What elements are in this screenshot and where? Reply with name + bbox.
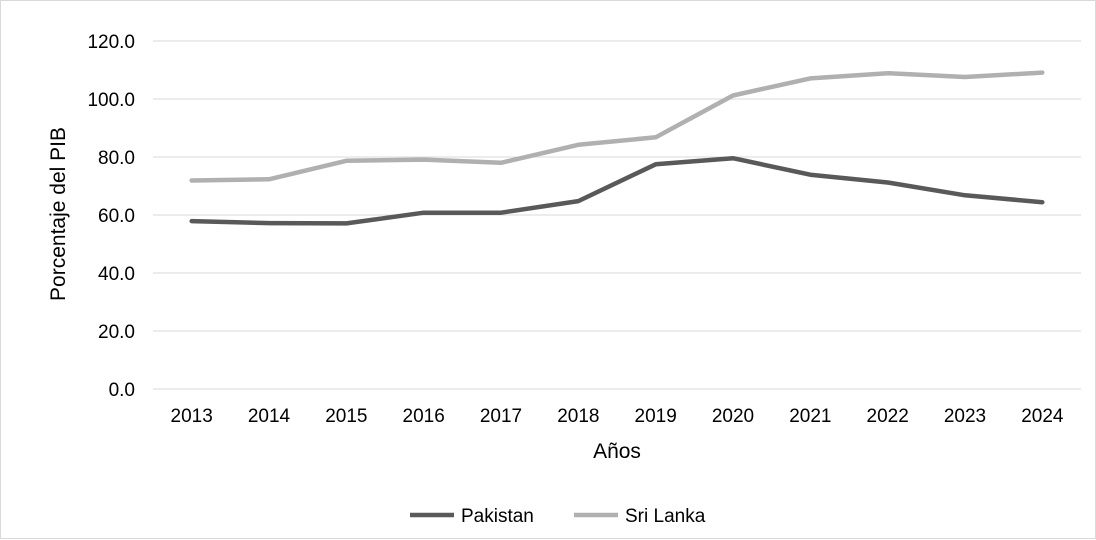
y-tick-label: 120.0 (87, 32, 135, 53)
series-lines (189, 70, 1045, 226)
legend-label: Sri Lanka (625, 506, 706, 527)
y-tick-label: 20.0 (98, 322, 135, 343)
x-tick-label: 2014 (248, 406, 291, 427)
x-tick-label: 2020 (712, 406, 754, 427)
y-tick-label: 0.0 (109, 380, 135, 401)
x-tick-label: 2018 (557, 406, 599, 427)
x-axis-ticks: 2013 2014 2015 2016 2017 2018 2019 2020 2021 2022… (171, 406, 1064, 427)
x-tick-label: 2023 (944, 406, 986, 427)
y-tick-label: 100.0 (87, 90, 135, 111)
y-axis-ticks: 0.0 20.0 40.0 60.0 80.0 100.0 120.0 (87, 32, 135, 401)
legend: Pakistan Sri Lanka (410, 506, 706, 527)
x-tick-label: 2017 (480, 406, 522, 427)
x-tick-label: 2022 (867, 406, 909, 427)
x-tick-label: 2024 (1021, 406, 1064, 427)
y-tick-label: 40.0 (98, 264, 135, 285)
y-axis-title: Porcentaje del PIB (47, 127, 70, 301)
x-tick-label: 2013 (171, 406, 213, 427)
gridlines (153, 40, 1081, 390)
series-line-sri-lanka (189, 70, 1045, 183)
series-line-pakistan (189, 155, 1045, 226)
y-tick-label: 80.0 (98, 148, 135, 169)
x-tick-label: 2019 (635, 406, 677, 427)
x-tick-label: 2015 (325, 406, 367, 427)
x-tick-label: 2021 (789, 406, 831, 427)
x-tick-label: 2016 (403, 406, 445, 427)
legend-label: Pakistan (461, 506, 534, 527)
x-axis-title: Años (593, 440, 641, 463)
y-tick-label: 60.0 (98, 206, 135, 227)
